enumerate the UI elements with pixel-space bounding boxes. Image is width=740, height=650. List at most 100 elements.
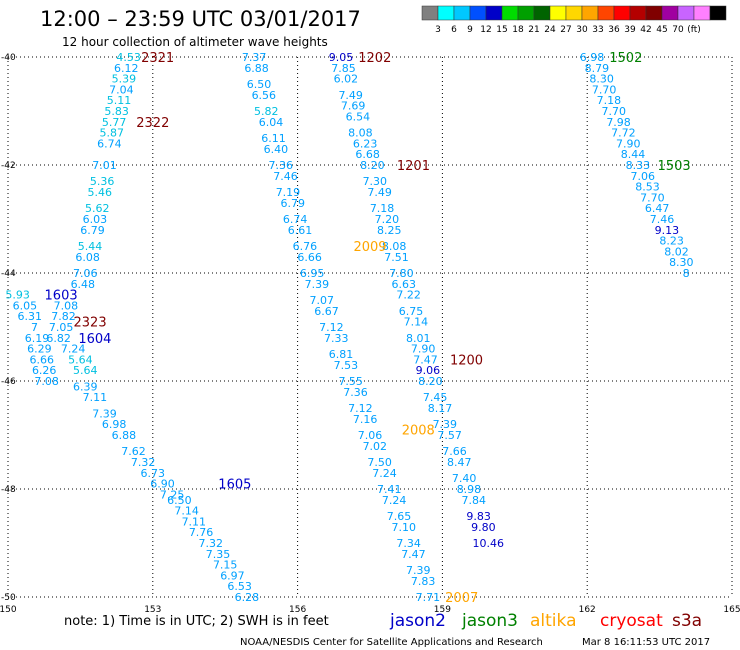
colorbar-label: 33 <box>592 25 603 35</box>
wave-height-value: 8.33 <box>626 159 651 172</box>
wave-height-value: 7.06 <box>358 429 383 442</box>
colorbar-label: 6 <box>451 25 457 35</box>
wave-height-value: 7.76 <box>189 526 214 539</box>
colorbar-swatch <box>421 5 439 21</box>
colorbar-swatch <box>549 5 567 21</box>
wave-height-value: 7.05 <box>49 321 74 334</box>
wave-height-value: 6.68 <box>355 148 380 161</box>
track-id-label: 1201 <box>397 159 430 174</box>
wave-height-value: 5.64 <box>73 364 98 377</box>
wave-height-value: 5.93 <box>5 289 30 302</box>
wave-height-value: 7.07 <box>309 294 334 307</box>
wave-height-value: 6.54 <box>346 110 371 123</box>
wave-height-value: 5.82 <box>254 105 279 118</box>
wave-height-value: 7.70 <box>640 191 665 204</box>
wave-height-value: 6.02 <box>334 73 359 86</box>
wave-height-value: 7.01 <box>92 159 117 172</box>
wave-height-value: 7.06 <box>73 267 98 280</box>
wave-height-value: 7.12 <box>319 321 344 334</box>
wave-height-value: 6.03 <box>83 213 108 226</box>
track-id-label: 1202 <box>358 51 391 66</box>
wave-height-value: 6.90 <box>150 478 175 491</box>
colorbar-label: 24 <box>544 25 556 35</box>
track-id-label: 2323 <box>74 316 107 331</box>
wave-height-value: 7.39 <box>433 418 458 431</box>
wave-height-value: 7.82 <box>51 310 76 323</box>
wave-height-value: 7 <box>31 321 38 334</box>
x-tick-label: 153 <box>144 605 161 615</box>
wave-height-value: 6.08 <box>75 251 100 264</box>
wave-height-value: 7.85 <box>331 62 356 75</box>
colorbar-swatch <box>501 5 519 21</box>
wave-height-value: 6.05 <box>13 299 38 312</box>
wave-height-value: 8.17 <box>428 402 453 415</box>
wave-height-value: 9.83 <box>466 510 491 523</box>
wave-height-value: 7.62 <box>121 445 146 458</box>
legend-item-altika: altika <box>530 611 577 631</box>
wave-height-value: 6.67 <box>314 305 339 318</box>
wave-height-value: 7.08 <box>54 299 79 312</box>
colorbar-swatch <box>693 5 711 21</box>
wave-height-value: 5.87 <box>100 127 125 140</box>
wave-height-value: 7.18 <box>597 94 622 107</box>
wave-height-value: 6.74 <box>97 137 122 150</box>
colorbar-label: 21 <box>528 25 539 35</box>
colorbar-label: 36 <box>608 25 620 35</box>
wave-height-value: 7.53 <box>334 359 359 372</box>
wave-height-value: 6.73 <box>141 467 166 480</box>
wave-height-value: 8.30 <box>589 73 614 86</box>
track-id-label: 1200 <box>450 353 483 368</box>
legend-item-s3a: s3a <box>672 611 702 631</box>
wave-height-value: 8.44 <box>621 148 646 161</box>
wave-height-value: 7.69 <box>341 100 366 113</box>
wave-height-value: 8.23 <box>659 235 684 248</box>
wave-height-value: 7.47 <box>413 353 438 366</box>
wave-height-value: 6.97 <box>220 569 245 582</box>
track-id-label: 1503 <box>658 159 691 174</box>
wave-height-value: 6.39 <box>73 380 98 393</box>
wave-height-value: 6.79 <box>281 197 306 210</box>
wave-height-value: 7.39 <box>406 564 431 577</box>
wave-height-value: 7.24 <box>61 343 86 356</box>
wave-height-value: 7.40 <box>452 472 477 485</box>
track-id-label: 2321 <box>141 51 174 66</box>
wave-height-value: 6.47 <box>645 202 670 215</box>
colorbar-swatch <box>629 5 647 21</box>
wave-height-value: 7.46 <box>273 170 298 183</box>
x-tick-label: 150 <box>0 605 17 615</box>
wave-height-value: 5.39 <box>112 73 137 86</box>
colorbar-label: 12 <box>480 25 491 35</box>
colorbar-swatch <box>581 5 599 21</box>
y-tick-label: -46 <box>1 377 16 387</box>
legend-item-jason2: jason2 <box>389 611 446 631</box>
wave-height-value: 9.80 <box>471 521 496 534</box>
wave-height-value: 6.31 <box>17 310 42 323</box>
wave-height-value: 7.33 <box>324 332 349 345</box>
wave-height-value: 7.84 <box>462 494 487 507</box>
wave-height-value: 7.20 <box>375 213 400 226</box>
wave-height-value: 8.53 <box>635 181 660 194</box>
wave-height-value: 9.13 <box>655 224 680 237</box>
wave-height-value: 6.88 <box>244 62 269 75</box>
wave-height-value: 7.25 <box>160 488 185 501</box>
wave-height-value: 9.05 <box>329 51 354 64</box>
colorbar-swatch <box>533 5 551 21</box>
wave-height-value: 5.83 <box>104 105 129 118</box>
colorbar-label: 70 <box>672 25 684 35</box>
colorbar-swatch <box>565 5 583 21</box>
wave-height-value: 8.20 <box>360 159 385 172</box>
wave-height-value: 7.30 <box>363 175 388 188</box>
wave-height-value: 8.08 <box>382 240 407 253</box>
wave-height-value: 6.76 <box>293 240 318 253</box>
wave-height-value: 7.32 <box>198 537 223 550</box>
wave-height-value: 7.24 <box>372 467 397 480</box>
x-tick-label: 159 <box>434 605 451 615</box>
wave-height-value: 7.41 <box>377 483 402 496</box>
colorbar-swatch <box>597 5 615 21</box>
legend-item-jason3: jason3 <box>461 611 518 631</box>
colorbar-swatch <box>469 5 487 21</box>
colorbar-label: 18 <box>512 25 524 35</box>
wave-height-value: 6.63 <box>392 278 417 291</box>
satellite-legend: jason2 jason3 altika cryosat s3a <box>389 611 702 631</box>
